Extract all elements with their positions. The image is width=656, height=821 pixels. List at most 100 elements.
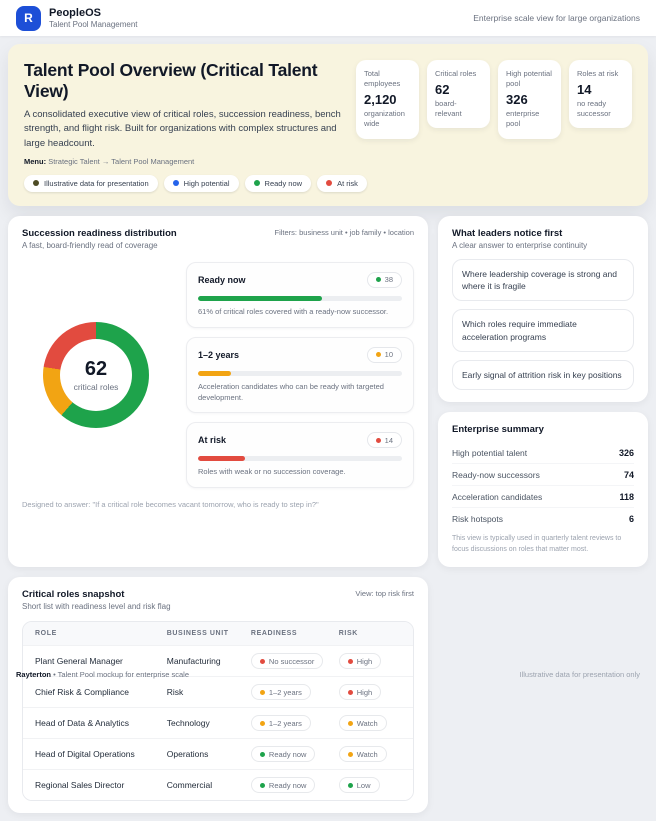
table-row[interactable]: Head of Data & Analytics Technology 1–2 … (23, 707, 413, 738)
risk-badge-label: Low (357, 781, 371, 790)
amber-dot-icon (376, 352, 381, 357)
summary-value: 74 (624, 470, 634, 480)
count-badge: 14 (367, 432, 402, 448)
summary-label: Risk hotspots (452, 514, 503, 524)
summary-value: 118 (619, 492, 634, 502)
kpi-label: Critical roles (435, 69, 482, 79)
cell-business-unit: Risk (167, 687, 251, 697)
footer-disclaimer: Illustrative data for presentation only (520, 670, 640, 679)
readiness-badge: Ready now (251, 746, 316, 762)
olive-dot-icon (33, 180, 39, 186)
progress-track (198, 371, 402, 376)
kpi-label: Roles at risk (577, 69, 624, 79)
section-subtitle: Short list with readiness level and risk… (22, 602, 171, 611)
roles-table: ROLE BUSINESS UNIT READINESS RISK Plant … (22, 621, 414, 801)
footer-left: Rayterton • Talent Pool mockup for enter… (16, 670, 189, 679)
readiness-caption: Roles with weak or no succession coverag… (198, 467, 402, 478)
succession-readiness-card: Succession readiness distribution A fast… (8, 216, 428, 568)
readiness-caption: Acceleration candidates who can be ready… (198, 382, 402, 404)
legend-pill-label: Ready now (265, 179, 303, 188)
notice-item: Which roles require immediate accelerati… (452, 309, 634, 352)
app-name: PeopleOS (49, 7, 138, 20)
status-dot-icon (260, 690, 265, 695)
kpi-value: 14 (577, 82, 624, 97)
risk-badge: Watch (339, 746, 387, 762)
table-row[interactable]: Regional Sales Director Commercial Ready… (23, 769, 413, 800)
kpi-value: 326 (506, 92, 553, 107)
kpi-note: organization wide (364, 109, 411, 129)
summary-row: Acceleration candidates 118 (452, 486, 634, 508)
progress-fill (198, 296, 322, 301)
status-dot-icon (260, 783, 265, 788)
legend-pill-label: At risk (337, 179, 358, 188)
readiness-badge-label: 1–2 years (269, 719, 302, 728)
critical-roles-snapshot-card: Critical roles snapshot Short list with … (8, 577, 428, 813)
brand: R PeopleOS Talent Pool Management (16, 6, 138, 31)
top-bar: R PeopleOS Talent Pool Management Enterp… (0, 0, 656, 36)
summary-label: Ready-now successors (452, 470, 540, 480)
legend-pills: Illustrative data for presentation High … (24, 175, 342, 192)
footer-note: • Talent Pool mockup for enterprise scal… (53, 670, 189, 679)
risk-badge-label: High (357, 688, 372, 697)
filters-note: Filters: business unit • job family • lo… (275, 228, 414, 237)
readiness-donut: 62 critical roles (43, 322, 149, 428)
notice-item: Early signal of attrition risk in key po… (452, 360, 634, 390)
cell-role: Head of Digital Operations (35, 749, 167, 759)
footer-brand: Rayterton (16, 670, 51, 679)
designed-to-answer-note: Designed to answer: "If a critical role … (22, 499, 414, 510)
summary-label: High potential talent (452, 448, 527, 458)
cell-role: Chief Risk & Compliance (35, 687, 167, 697)
summary-row: Risk hotspots 6 (452, 508, 634, 529)
enterprise-summary-card: Enterprise summary High potential talent… (438, 412, 648, 567)
summary-label: Acceleration candidates (452, 492, 542, 502)
progress-track (198, 296, 402, 301)
column-header-business-unit: BUSINESS UNIT (167, 630, 251, 637)
progress-fill (198, 371, 231, 376)
page-title: Talent Pool Overview (Critical Talent Vi… (24, 60, 342, 102)
kpi-note: board-relevant (435, 99, 482, 119)
status-dot-icon (348, 783, 353, 788)
breadcrumb-path: Strategic Talent → Talent Pool Managemen… (48, 157, 194, 166)
status-dot-icon (348, 752, 353, 757)
count-badge: 10 (367, 347, 402, 363)
readiness-caption: 61% of critical roles covered with a rea… (198, 307, 402, 318)
leaders-notice-card: What leaders notice first A clear answer… (438, 216, 648, 403)
cell-role: Head of Data & Analytics (35, 718, 167, 728)
readiness-item-1-2-years: 1–2 years 10 Acceleration candidates who… (186, 337, 414, 414)
section-title: What leaders notice first (452, 228, 634, 239)
section-title: Enterprise summary (452, 424, 634, 435)
readiness-badge: 1–2 years (251, 715, 311, 731)
section-title: Critical roles snapshot (22, 589, 171, 600)
section-subtitle: A fast, board-friendly read of coverage (22, 241, 177, 250)
red-dot-icon (326, 180, 332, 186)
count-badge: 38 (367, 272, 402, 288)
count-value: 38 (385, 275, 393, 284)
kpi-label: High potential pool (506, 69, 553, 89)
hero-panel: Talent Pool Overview (Critical Talent Vi… (8, 44, 648, 206)
kpi-high-potential-pool: High potential pool 326 enterprise pool (498, 60, 561, 139)
status-dot-icon (260, 752, 265, 757)
cell-business-unit: Operations (167, 749, 251, 759)
readiness-badge-label: Ready now (269, 750, 307, 759)
notice-item: Where leadership coverage is strong and … (452, 259, 634, 302)
readiness-label: 1–2 years (198, 350, 239, 360)
summary-row: Ready-now successors 74 (452, 464, 634, 486)
cell-role: Regional Sales Director (35, 780, 167, 790)
kpi-value: 2,120 (364, 92, 411, 107)
readiness-badge: Ready now (251, 777, 316, 793)
summary-row: High potential talent 326 (452, 442, 634, 464)
readiness-item-at-risk: At risk 14 Roles with weak or no success… (186, 422, 414, 488)
risk-badge: Watch (339, 715, 387, 731)
readiness-badge-label: Ready now (269, 781, 307, 790)
legend-pill-high-potential: High potential (164, 175, 239, 192)
readiness-label: At risk (198, 435, 226, 445)
count-value: 10 (385, 350, 393, 359)
page-description: A consolidated executive view of critica… (24, 108, 342, 151)
app-logo-icon: R (16, 6, 41, 31)
enterprise-note: Enterprise scale view for large organiza… (473, 13, 640, 23)
column-header-readiness: READINESS (251, 630, 339, 637)
risk-badge-label: Watch (357, 750, 378, 759)
breadcrumb: Menu: Strategic Talent → Talent Pool Man… (24, 157, 342, 166)
table-row[interactable]: Head of Digital Operations Operations Re… (23, 738, 413, 769)
green-dot-icon (376, 277, 381, 282)
